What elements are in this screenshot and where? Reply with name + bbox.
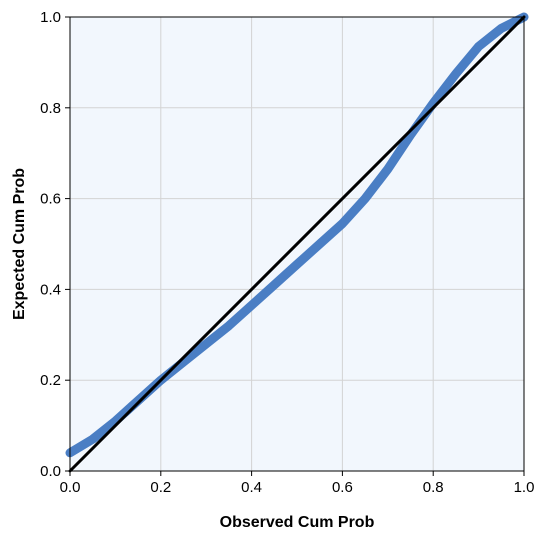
x-tick-label: 0.2 bbox=[150, 479, 171, 496]
x-axis-title: Observed Cum Prob bbox=[220, 514, 375, 531]
y-axis-title: Expected Cum Prob bbox=[11, 168, 28, 320]
axes bbox=[65, 16, 525, 476]
series-layer bbox=[65, 12, 529, 473]
plot-frame bbox=[69, 16, 525, 472]
y-tick-label: 0.8 bbox=[40, 100, 61, 117]
x-tick-label: 0.8 bbox=[423, 479, 444, 496]
x-tick-label: 1.0 bbox=[514, 479, 535, 496]
tick-labels: 0.0 0.2 0.4 0.6 0.8 1.0 0.0 0.2 0.4 0.6 0.8 1.0 bbox=[40, 9, 534, 496]
x-tick-label: 0.4 bbox=[241, 479, 262, 496]
x-tick-label: 0.6 bbox=[332, 479, 353, 496]
grid bbox=[70, 17, 524, 471]
y-tick-label: 0.0 bbox=[40, 463, 61, 480]
x-tick-label: 0.0 bbox=[60, 479, 81, 496]
y-tick-label: 0.2 bbox=[40, 372, 61, 389]
y-tick-label: 0.6 bbox=[40, 191, 61, 208]
y-tick-label: 1.0 bbox=[40, 9, 61, 26]
reference-line bbox=[68, 15, 526, 473]
y-tick-label: 0.4 bbox=[40, 281, 61, 298]
